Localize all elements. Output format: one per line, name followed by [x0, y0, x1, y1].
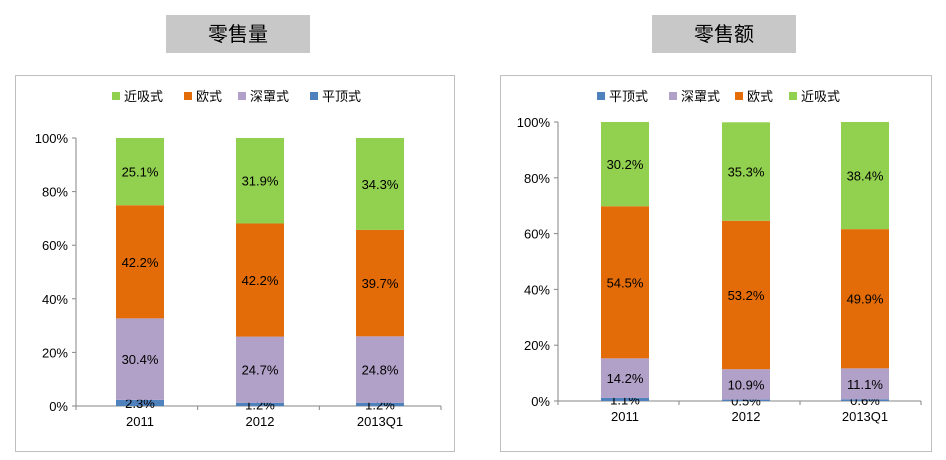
stacked-bar-chart-retail-amount: 平顶式 深罩式 欧式 近吸式0%20%40%60%80%100%1.1%14.2%54… — [517, 90, 922, 424]
bar-segment — [841, 399, 889, 401]
x-category-label: 2012 — [732, 409, 761, 424]
data-label: 30.4% — [122, 352, 159, 367]
data-label: 34.3% — [362, 177, 399, 192]
y-tick-label: 80% — [524, 171, 550, 186]
legend-swatch — [597, 92, 605, 100]
y-tick-label: 100% — [35, 131, 69, 146]
legend-label: 平顶式 — [609, 90, 648, 105]
stacked-bar-chart-retail-volume: 近吸式 欧式 深罩式 平顶式0%20%40%60%80%100%2.3%30.4%42… — [35, 90, 442, 429]
chart-title-retail-amount: 零售额 — [652, 15, 796, 53]
bar-segment — [722, 220, 770, 370]
legend-swatch — [112, 92, 120, 100]
legend-label: 平顶式 — [322, 90, 361, 105]
chart-panel-retail-volume: 近吸式 欧式 深罩式 平顶式 0% 20% 40% 60% 80% 100% 2.3% 30.4% 42… — [15, 75, 455, 452]
bar-segment — [722, 399, 770, 401]
bar-segment — [601, 206, 649, 359]
bar-segment — [356, 336, 404, 403]
bar-segment — [236, 336, 284, 403]
bar-segment — [601, 358, 649, 398]
data-label: 24.8% — [362, 363, 399, 378]
x-category-label: 2013Q1 — [357, 414, 403, 429]
data-label: 25.1% — [122, 165, 159, 180]
data-label: 35.3% — [728, 165, 765, 180]
legend-label: 欧式 — [196, 90, 222, 105]
data-label: 53.2% — [728, 288, 765, 303]
bar-segment — [841, 122, 889, 230]
chart-title-retail-volume: 零售量 — [166, 15, 310, 53]
x-category-label: 2013Q1 — [842, 409, 888, 424]
legend-swatch — [238, 92, 246, 100]
bar-segment — [601, 397, 649, 401]
legend-label: 深罩式 — [681, 90, 720, 105]
data-label: 10.9% — [728, 377, 765, 392]
bar-segment — [236, 402, 284, 406]
bar-segment — [841, 229, 889, 369]
data-label: 31.9% — [242, 174, 279, 189]
chart-panel-retail-amount: 平顶式 深罩式 欧式 近吸式 0% 20% 40% 60% 80% 100% 1.1% 14.2% 54… — [500, 75, 932, 452]
data-label: 49.9% — [847, 292, 884, 307]
bar-segment — [601, 122, 649, 207]
bar-segment — [841, 368, 889, 400]
legend-label: 深罩式 — [250, 90, 289, 105]
bar-segment — [116, 399, 164, 406]
data-label: 38.4% — [847, 169, 884, 184]
legend-swatch — [789, 92, 797, 100]
data-label: 30.2% — [607, 157, 644, 172]
data-label: 42.2% — [122, 255, 159, 270]
data-label: 14.2% — [607, 371, 644, 386]
data-label: 24.7% — [242, 363, 279, 378]
data-label: 54.5% — [607, 275, 644, 290]
bar-segment — [236, 223, 284, 337]
x-category-label: 2012 — [246, 414, 275, 429]
y-tick-label: 100% — [517, 115, 551, 130]
legend-swatch — [184, 92, 192, 100]
bar-segment — [116, 138, 164, 206]
y-tick-label: 40% — [42, 292, 68, 307]
bar-segment — [356, 402, 404, 406]
legend-label: 近吸式 — [801, 90, 840, 105]
bar-segment — [722, 122, 770, 221]
data-label: 39.7% — [362, 276, 399, 291]
bar-segment — [116, 318, 164, 400]
y-tick-label: 20% — [524, 338, 550, 353]
bar-segment — [236, 138, 284, 224]
bar-segment — [722, 369, 770, 400]
bar-segment — [356, 138, 404, 230]
legend-label: 近吸式 — [124, 90, 163, 105]
y-tick-label: 0% — [49, 399, 68, 414]
y-tick-label: 20% — [42, 345, 68, 360]
data-label: 42.2% — [242, 273, 279, 288]
y-tick-label: 60% — [42, 238, 68, 253]
legend-swatch — [669, 92, 677, 100]
y-tick-label: 0% — [531, 394, 550, 409]
legend-swatch — [310, 92, 318, 100]
y-tick-label: 60% — [524, 227, 550, 242]
bar-segment — [116, 205, 164, 319]
y-tick-label: 40% — [524, 282, 550, 297]
x-category-label: 2011 — [126, 414, 154, 429]
data-label: 11.1% — [847, 377, 883, 392]
bar-segment — [356, 229, 404, 337]
legend-label: 欧式 — [747, 90, 773, 105]
y-tick-label: 80% — [42, 185, 68, 200]
legend-swatch — [735, 92, 743, 100]
x-category-label: 2011 — [611, 409, 639, 424]
